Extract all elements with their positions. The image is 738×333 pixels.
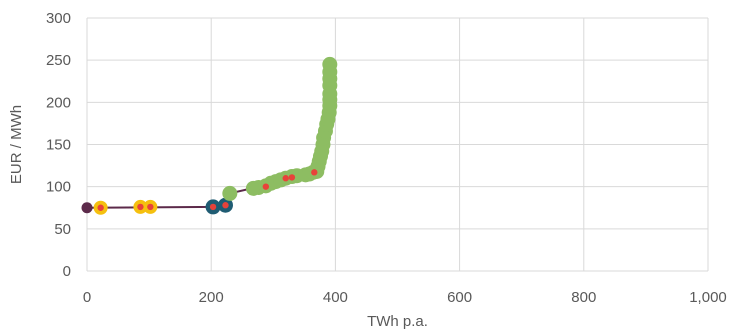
- red-data-point: [209, 203, 217, 211]
- x-tick-label: 200: [199, 289, 224, 306]
- green-data-point: [322, 56, 338, 72]
- x-tick-label: 1,000: [689, 289, 727, 306]
- red-data-point: [288, 174, 296, 181]
- series-line: [86, 106, 332, 209]
- y-axis-ticks: 0 50 100 150 200 250 300: [46, 10, 71, 280]
- red-data-point: [282, 175, 289, 182]
- gridlines: [86, 17, 709, 272]
- data-points: [81, 56, 338, 215]
- x-tick-label: 800: [571, 289, 596, 306]
- red-data-point: [311, 169, 318, 176]
- connecting-line: [86, 106, 332, 209]
- y-tick-label: 250: [46, 52, 71, 69]
- green-data-point: [222, 185, 238, 201]
- x-tick-label: 600: [447, 289, 472, 306]
- y-tick-label: 0: [63, 263, 71, 280]
- red-data-point: [222, 202, 229, 209]
- y-tick-label: 100: [46, 179, 71, 196]
- y-axis-label: EUR / MWh: [8, 105, 25, 184]
- y-tick-label: 200: [46, 94, 71, 111]
- y-tick-label: 50: [54, 221, 71, 238]
- red-data-point: [147, 203, 154, 211]
- y-tick-label: 150: [46, 137, 71, 154]
- red-data-point: [137, 203, 144, 211]
- x-axis-label: TWh p.a.: [367, 313, 428, 330]
- start-data-point: [81, 202, 93, 214]
- x-tick-label: 0: [83, 289, 91, 306]
- x-axis-ticks: 0 200 400 600 800 1,000: [83, 289, 727, 306]
- red-data-point: [97, 204, 104, 211]
- x-tick-label: 400: [323, 289, 348, 306]
- y-tick-label: 300: [46, 10, 71, 27]
- red-data-point: [262, 183, 270, 190]
